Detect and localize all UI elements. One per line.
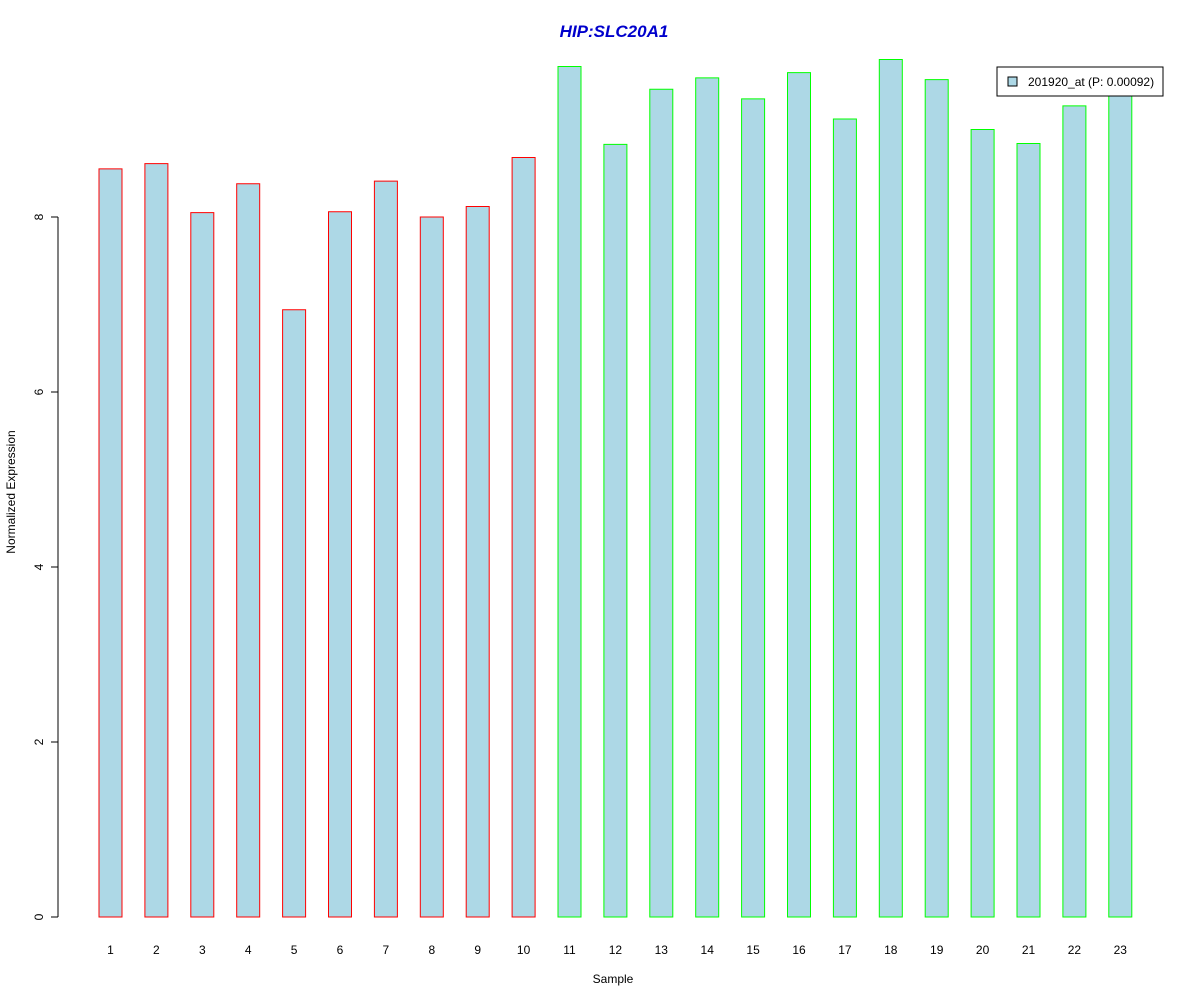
bar-sample-16 bbox=[787, 72, 811, 918]
x-tick-label: 9 bbox=[474, 943, 481, 957]
x-tick-labels: 1 2 3 4 5 6 7 8 9 10 11 12 13 14 15 16 17 18 19 20 21 22 23 bbox=[107, 943, 1127, 957]
x-tick-label: 15 bbox=[746, 943, 760, 957]
x-tick-label: 5 bbox=[291, 943, 298, 957]
bar-sample-18 bbox=[878, 59, 903, 918]
y-tick-label: 2 bbox=[32, 738, 46, 745]
x-tick-label: 8 bbox=[428, 943, 435, 957]
x-tick-label: 16 bbox=[792, 943, 806, 957]
y-tick-label: 0 bbox=[32, 913, 46, 920]
x-tick-label: 6 bbox=[337, 943, 344, 957]
legend-box bbox=[996, 66, 1164, 97]
x-tick-label: 18 bbox=[884, 943, 898, 957]
x-tick-label: 20 bbox=[976, 943, 990, 957]
y-tick-label: 8 bbox=[32, 213, 46, 220]
chart-title: HIP:SLC20A1 bbox=[560, 22, 669, 41]
x-tick-label: 19 bbox=[930, 943, 944, 957]
x-tick-label: 1 bbox=[107, 943, 114, 957]
bar-sample-22 bbox=[1062, 105, 1087, 918]
bar-sample-6 bbox=[328, 211, 352, 918]
bar-sample-12 bbox=[603, 143, 628, 918]
bar-sample-15 bbox=[741, 98, 766, 918]
bar-sample-13 bbox=[649, 88, 674, 918]
bar-sample-4 bbox=[236, 183, 261, 918]
x-tick-label: 23 bbox=[1114, 943, 1128, 957]
y-tick-label: 6 bbox=[32, 388, 46, 395]
bars bbox=[98, 59, 1133, 918]
bar-sample-2 bbox=[144, 163, 169, 918]
y-tick-label: 4 bbox=[32, 563, 46, 570]
bar-sample-1 bbox=[98, 168, 123, 918]
bar-sample-14 bbox=[695, 77, 720, 918]
x-tick-label: 10 bbox=[517, 943, 531, 957]
legend-label: 201920_at (P: 0.00092) bbox=[1028, 75, 1154, 89]
bar-sample-11 bbox=[557, 66, 582, 918]
x-tick-label: 11 bbox=[563, 943, 576, 957]
bar-sample-23 bbox=[1108, 89, 1133, 918]
x-tick-label: 12 bbox=[609, 943, 623, 957]
bar-sample-3 bbox=[190, 212, 215, 918]
legend: 201920_at (P: 0.00092) bbox=[996, 66, 1164, 97]
bar-sample-19 bbox=[924, 79, 949, 918]
bar-sample-17 bbox=[832, 118, 857, 918]
bar-sample-20 bbox=[970, 129, 995, 918]
x-tick-label: 17 bbox=[838, 943, 852, 957]
bar-sample-7 bbox=[373, 180, 398, 918]
bar-sample-9 bbox=[465, 206, 490, 918]
x-tick-label: 22 bbox=[1068, 943, 1082, 957]
x-tick-label: 14 bbox=[701, 943, 715, 957]
x-tick-label: 7 bbox=[383, 943, 390, 957]
bar-sample-8 bbox=[419, 216, 444, 918]
legend-swatch bbox=[1007, 76, 1018, 87]
x-tick-label: 21 bbox=[1022, 943, 1036, 957]
x-tick-label: 13 bbox=[655, 943, 669, 957]
x-tick-label: 4 bbox=[245, 943, 252, 957]
bar-sample-21 bbox=[1016, 143, 1041, 918]
bar-sample-10 bbox=[511, 157, 536, 918]
x-axis-label: Sample bbox=[593, 972, 634, 986]
x-tick-label: 3 bbox=[199, 943, 206, 957]
x-tick-label: 2 bbox=[153, 943, 160, 957]
bar-sample-5 bbox=[282, 309, 307, 918]
y-axis-label: Normalized Expression bbox=[4, 430, 18, 553]
y-axis: 0 2 4 6 8 bbox=[32, 213, 59, 920]
